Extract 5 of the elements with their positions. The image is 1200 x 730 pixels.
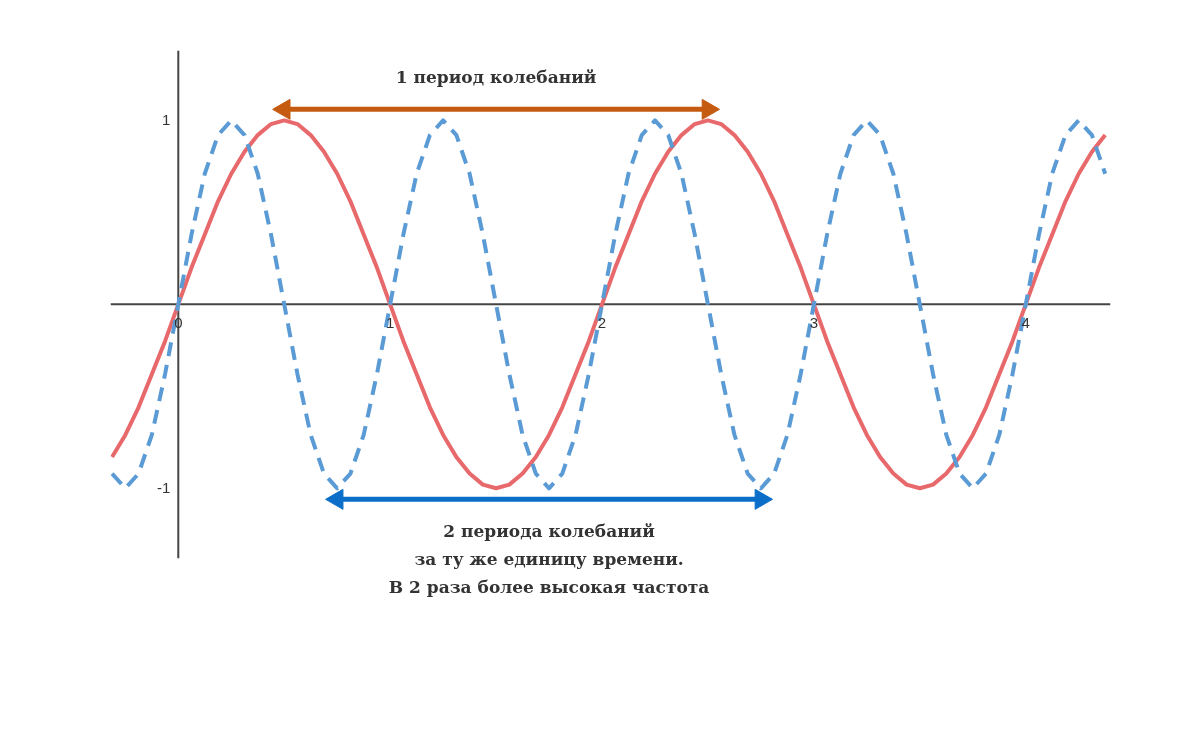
annotation: 2 периода колебаний за ту же единицу времени. В 2 раза более высокая частота [388,521,710,598]
annotation: 1 период колебаний [395,67,597,88]
x-tick-label: 2 [597,314,607,332]
y-tick-label: -1 [156,479,171,497]
x-tick-label: 3 [809,314,819,332]
